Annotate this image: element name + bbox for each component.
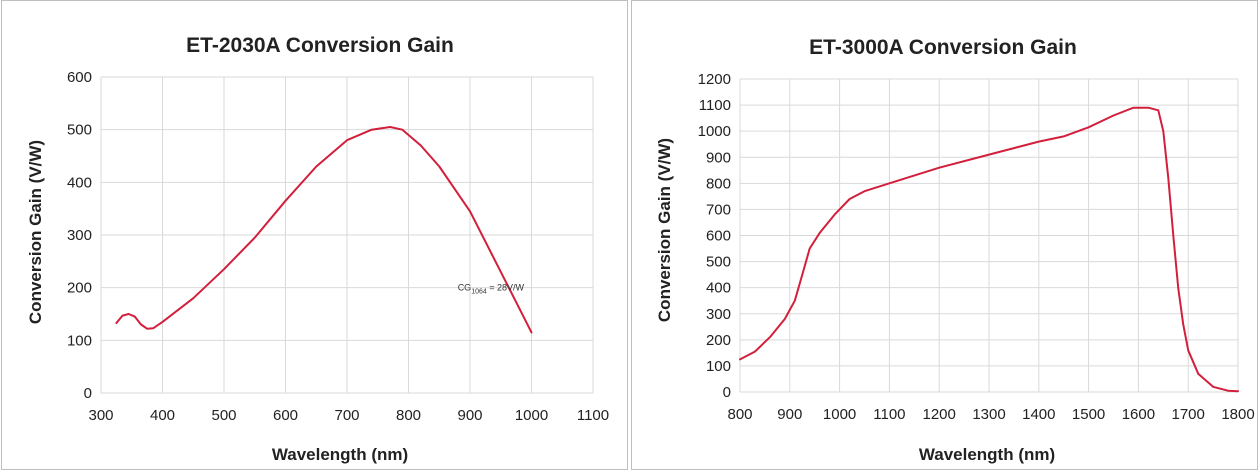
x-axis-label: Wavelength (nm) bbox=[272, 445, 408, 464]
x-tick-label: 1100 bbox=[577, 407, 609, 424]
y-tick-label: 600 bbox=[67, 69, 92, 86]
x-tick-label: 1400 bbox=[1022, 406, 1055, 423]
x-tick-label: 900 bbox=[457, 407, 482, 424]
y-tick-label: 300 bbox=[67, 227, 92, 244]
y-tick-label: 500 bbox=[706, 254, 731, 271]
y-tick-label: 1200 bbox=[698, 71, 731, 88]
chart-title: ET-2030A Conversion Gain bbox=[186, 34, 454, 57]
y-tick-label: 500 bbox=[67, 122, 92, 139]
x-tick-label: 700 bbox=[334, 407, 359, 424]
y-tick-label: 200 bbox=[706, 332, 731, 349]
x-tick-label: 1200 bbox=[923, 406, 956, 423]
y-tick-label: 100 bbox=[706, 358, 731, 375]
x-axis-label: Wavelength (nm) bbox=[919, 445, 1055, 464]
x-tick-label: 800 bbox=[396, 407, 421, 424]
y-tick-label: 400 bbox=[67, 174, 92, 191]
y-tick-label: 200 bbox=[67, 280, 92, 297]
series-line bbox=[115, 126, 533, 334]
chart-title: ET-3000A Conversion Gain bbox=[809, 36, 1077, 59]
chart-annotation: CG1064 = 28V/W bbox=[458, 283, 525, 296]
y-tick-label: 0 bbox=[723, 384, 731, 401]
y-tick-label: 800 bbox=[706, 175, 731, 192]
x-tick-label: 1500 bbox=[1072, 406, 1105, 423]
y-tick-label: 0 bbox=[84, 385, 92, 402]
x-tick-label: 1000 bbox=[515, 407, 548, 424]
x-tick-label: 900 bbox=[777, 406, 802, 423]
chart-panel-et-2030a bbox=[1, 0, 628, 470]
y-tick-label: 100 bbox=[67, 332, 92, 349]
y-tick-label: 400 bbox=[706, 280, 731, 297]
y-tick-label: 700 bbox=[706, 201, 731, 218]
x-tick-label: 1300 bbox=[972, 406, 1005, 423]
x-tick-label: 600 bbox=[273, 407, 298, 424]
chart-panel-et-3000a bbox=[631, 0, 1258, 470]
x-tick-label: 1800 bbox=[1221, 406, 1254, 423]
x-tick-label: 500 bbox=[211, 407, 236, 424]
x-tick-label: 1000 bbox=[823, 406, 856, 423]
x-tick-label: 1600 bbox=[1122, 406, 1155, 423]
y-axis-label: Conversion Gain (V/W) bbox=[26, 140, 45, 324]
x-tick-label: 400 bbox=[150, 407, 175, 424]
y-tick-label: 300 bbox=[706, 306, 731, 323]
y-tick-label: 1100 bbox=[699, 97, 731, 114]
x-tick-label: 1700 bbox=[1172, 406, 1205, 423]
x-tick-label: 800 bbox=[727, 406, 752, 423]
y-tick-label: 600 bbox=[706, 228, 731, 245]
series-line bbox=[739, 106, 1239, 393]
y-tick-label: 1000 bbox=[698, 123, 731, 140]
x-tick-label: 1100 bbox=[873, 406, 905, 423]
y-tick-label: 900 bbox=[706, 149, 731, 166]
y-axis-label: Conversion Gain (V/W) bbox=[655, 138, 674, 322]
x-tick-label: 300 bbox=[88, 407, 113, 424]
